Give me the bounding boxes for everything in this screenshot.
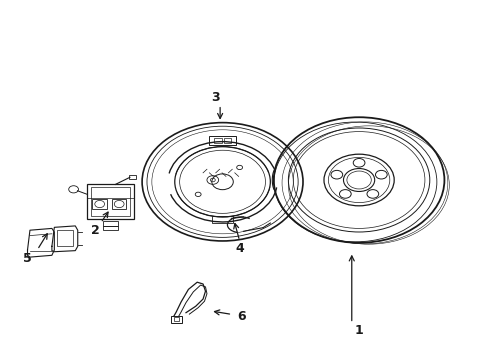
Bar bbox=[87, 184, 133, 219]
Bar bbox=[223, 138, 231, 143]
Bar bbox=[103, 221, 118, 226]
Bar bbox=[103, 226, 118, 230]
Bar bbox=[57, 230, 73, 246]
Text: 3: 3 bbox=[210, 91, 219, 104]
Bar bbox=[92, 199, 107, 210]
Bar bbox=[91, 187, 129, 216]
Text: 1: 1 bbox=[354, 324, 363, 337]
Text: 4: 4 bbox=[235, 242, 244, 255]
Bar bbox=[112, 199, 126, 210]
Bar bbox=[129, 175, 136, 179]
Bar bbox=[171, 316, 182, 323]
Text: 2: 2 bbox=[91, 224, 100, 237]
Bar bbox=[174, 317, 179, 321]
Bar bbox=[208, 136, 236, 145]
Text: 5: 5 bbox=[23, 252, 32, 265]
Text: 6: 6 bbox=[237, 310, 246, 323]
Bar bbox=[211, 216, 233, 223]
Bar bbox=[213, 138, 221, 143]
